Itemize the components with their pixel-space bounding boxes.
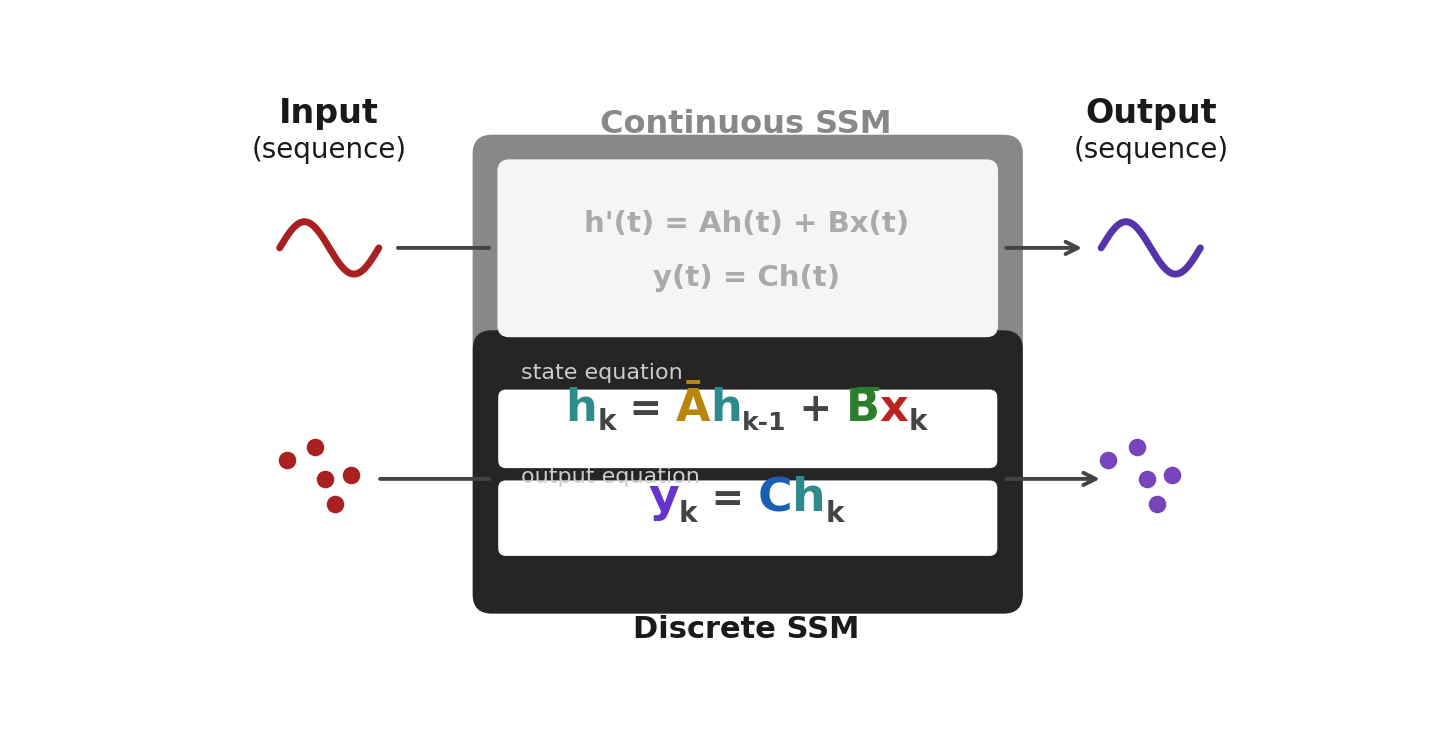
- Text: state equation: state equation: [521, 362, 683, 382]
- Point: [313, 473, 336, 485]
- FancyBboxPatch shape: [498, 390, 997, 468]
- Text: k: k: [678, 500, 697, 528]
- Text: C: C: [757, 476, 792, 522]
- FancyBboxPatch shape: [473, 330, 1024, 614]
- Text: k: k: [597, 408, 616, 437]
- Point: [275, 454, 298, 466]
- Text: h: h: [565, 387, 597, 430]
- Text: B̅: B̅: [846, 387, 879, 430]
- Text: =: =: [616, 391, 676, 429]
- Text: k-1: k-1: [741, 411, 786, 435]
- Text: (sequence): (sequence): [1073, 136, 1229, 164]
- Point: [1160, 469, 1184, 481]
- Text: k: k: [826, 500, 844, 528]
- Text: =: =: [697, 481, 757, 519]
- Text: y: y: [648, 476, 678, 522]
- Point: [1136, 473, 1159, 485]
- Text: h: h: [711, 387, 741, 430]
- Point: [304, 440, 328, 452]
- Point: [1096, 454, 1120, 466]
- Point: [1146, 498, 1169, 510]
- FancyBboxPatch shape: [473, 135, 1024, 362]
- Point: [339, 469, 363, 481]
- Text: k: k: [909, 408, 927, 437]
- Text: Ā: Ā: [676, 387, 711, 430]
- Text: Discrete SSM: Discrete SSM: [633, 615, 859, 644]
- Text: h: h: [792, 476, 826, 522]
- Point: [323, 498, 347, 510]
- Text: (sequence): (sequence): [252, 136, 406, 164]
- Text: Input: Input: [280, 97, 379, 130]
- Text: output equation: output equation: [521, 467, 700, 487]
- Text: y(t) = Ch(t): y(t) = Ch(t): [652, 263, 840, 292]
- Point: [1125, 440, 1149, 452]
- Text: h'(t) = Ah(t) + Bx(t): h'(t) = Ah(t) + Bx(t): [584, 210, 909, 237]
- FancyBboxPatch shape: [498, 159, 997, 337]
- Text: x: x: [879, 387, 909, 430]
- FancyBboxPatch shape: [498, 481, 997, 556]
- Text: +: +: [786, 391, 846, 429]
- Text: Continuous SSM: Continuous SSM: [600, 109, 893, 140]
- Text: Output: Output: [1085, 97, 1217, 130]
